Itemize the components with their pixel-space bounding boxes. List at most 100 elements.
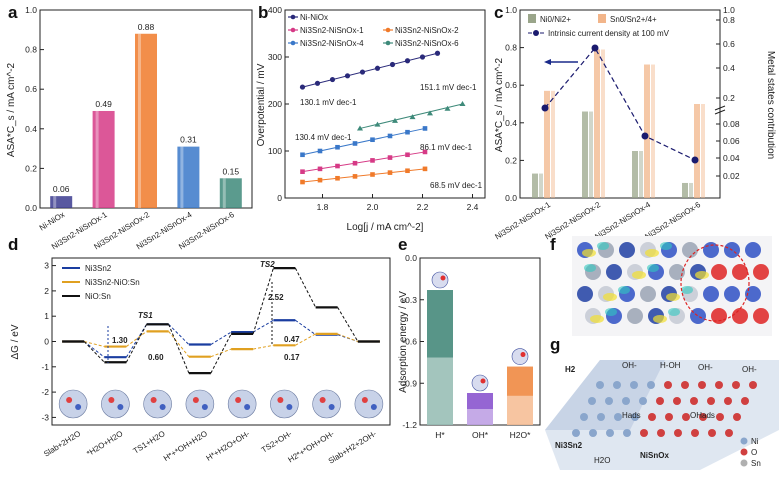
b-legend-label: Ni3Sn2-NiSnOx-6 xyxy=(395,39,459,48)
b-point xyxy=(352,174,358,179)
a-ytick-label: 0.2 xyxy=(25,163,37,173)
b-point xyxy=(387,155,393,160)
g-label: OHads xyxy=(690,411,715,420)
d-connector xyxy=(210,331,232,345)
g-lattice-atom xyxy=(647,381,655,389)
b-ytick-label: 200 xyxy=(268,99,282,109)
b-point xyxy=(419,54,426,60)
d-structure-atom xyxy=(75,404,82,410)
d-ytick-label: 1 xyxy=(44,311,49,321)
f-atom xyxy=(724,286,740,302)
d-structure-atom xyxy=(201,404,208,410)
b-point xyxy=(357,125,363,131)
g-lattice-atom xyxy=(699,413,707,421)
c-intrinsic-line xyxy=(544,46,696,161)
c-intrinsic-point xyxy=(641,132,649,140)
g-lattice-atom xyxy=(691,429,699,437)
g-lattice-atom xyxy=(732,381,740,389)
c-ytick-right-label: 0.04 xyxy=(723,153,740,163)
a-value-label: 0.49 xyxy=(95,99,112,109)
e-structure-image xyxy=(511,348,529,365)
d-structure-atom xyxy=(361,397,368,403)
d-legend-label: Ni3Sn2-NiO:Sn xyxy=(85,278,140,287)
b-fit-line xyxy=(302,151,426,173)
d-annotation: TS2 xyxy=(260,260,275,269)
a-bar xyxy=(177,146,200,208)
g-lattice-atom xyxy=(622,397,630,405)
d-structure-atom xyxy=(277,397,284,403)
g-lattice-atom xyxy=(606,429,614,437)
g-lattice-atom xyxy=(665,413,673,421)
f-atom xyxy=(745,242,761,258)
b-point xyxy=(405,129,410,135)
d-category-label: Slab+H2+2OH- xyxy=(327,429,378,466)
b-point xyxy=(370,158,375,163)
b-legend-label: Ni-NiOx xyxy=(300,13,328,22)
b-legend-marker xyxy=(385,40,391,46)
g-lattice-atom xyxy=(741,397,749,405)
f-atom xyxy=(703,242,719,258)
b-legend-marker xyxy=(290,40,296,46)
b-legend-marker xyxy=(290,14,296,20)
d-category-label: Slab+2H2O xyxy=(42,429,82,459)
g-legend-swatch xyxy=(740,448,748,456)
d-connector xyxy=(83,341,105,363)
d-connector xyxy=(84,341,105,348)
a-ytick-label: 0.4 xyxy=(25,124,37,134)
b-xtick-label: 2.4 xyxy=(467,202,479,212)
d-legend-label: NiO:Sn xyxy=(85,292,111,301)
panel-e-ylabel: Adsorption energy / eV xyxy=(398,291,409,393)
d-connector xyxy=(294,267,317,308)
c-bar-shadow xyxy=(551,90,555,198)
f-charge-density xyxy=(647,264,659,272)
b-point xyxy=(422,126,428,131)
panel-f: f xyxy=(550,235,772,336)
a-bar-shine xyxy=(180,146,184,208)
d-structure-atom xyxy=(370,404,377,410)
g-lattice-atom xyxy=(690,397,698,405)
g-lattice-atom xyxy=(708,429,716,437)
f-charge-density xyxy=(582,249,596,257)
e-ytick-label: -0.6 xyxy=(402,337,417,347)
c-ytick-label: 0.0 xyxy=(505,193,517,203)
panel-c: c 0.00.20.40.60.81.00.020.040.060.080.20… xyxy=(493,3,776,241)
d-structure-atom xyxy=(192,397,199,403)
a-ytick-label: 0.6 xyxy=(25,84,37,94)
c-bar xyxy=(594,49,600,199)
a-value-label: 0.88 xyxy=(138,22,155,32)
a-bar xyxy=(219,178,242,208)
c-ytick-right-label: 1.0 xyxy=(723,5,735,15)
g-lattice-atom xyxy=(674,429,682,437)
g-lattice-atom xyxy=(648,413,656,421)
c-bar xyxy=(632,151,638,198)
c-legend-swatch-ni xyxy=(528,14,536,23)
g-lattice-atom xyxy=(673,397,681,405)
d-annotation: 2.52 xyxy=(268,293,284,302)
f-atom xyxy=(690,308,706,324)
c-intrinsic-point xyxy=(591,44,599,52)
d-structure-atom xyxy=(66,397,73,403)
e-structure-atom xyxy=(480,378,486,384)
b-point xyxy=(314,80,321,86)
f-charge-density xyxy=(695,271,709,279)
g-lattice-atom xyxy=(664,381,672,389)
panel-a: a 0.00.20.40.60.81.0 ASA*C_s / mA cm^-2 … xyxy=(6,3,253,251)
panel-f-letter: f xyxy=(550,235,556,254)
c-ytick-right-label: 0.06 xyxy=(723,136,740,146)
b-point xyxy=(427,110,433,116)
c-ytick-label: 0.8 xyxy=(505,43,517,53)
g-lattice-atom xyxy=(630,381,638,389)
d-structure-image xyxy=(312,389,341,419)
d-legend-label: Ni3Sn2 xyxy=(85,264,112,273)
g-lattice-atom xyxy=(597,413,605,421)
b-slope-label: 68.5 mV dec-1 xyxy=(430,181,483,190)
b-xtick-label: 2.0 xyxy=(367,202,379,212)
e-category-label: H2O* xyxy=(510,430,531,440)
d-connector xyxy=(168,324,190,374)
d-connector xyxy=(125,324,148,363)
d-structure-atom xyxy=(319,397,326,403)
g-lattice-atom xyxy=(733,413,741,421)
f-atom xyxy=(753,308,769,324)
c-bar-shadow xyxy=(601,49,605,199)
e-ytick-label: -0.9 xyxy=(402,378,417,388)
